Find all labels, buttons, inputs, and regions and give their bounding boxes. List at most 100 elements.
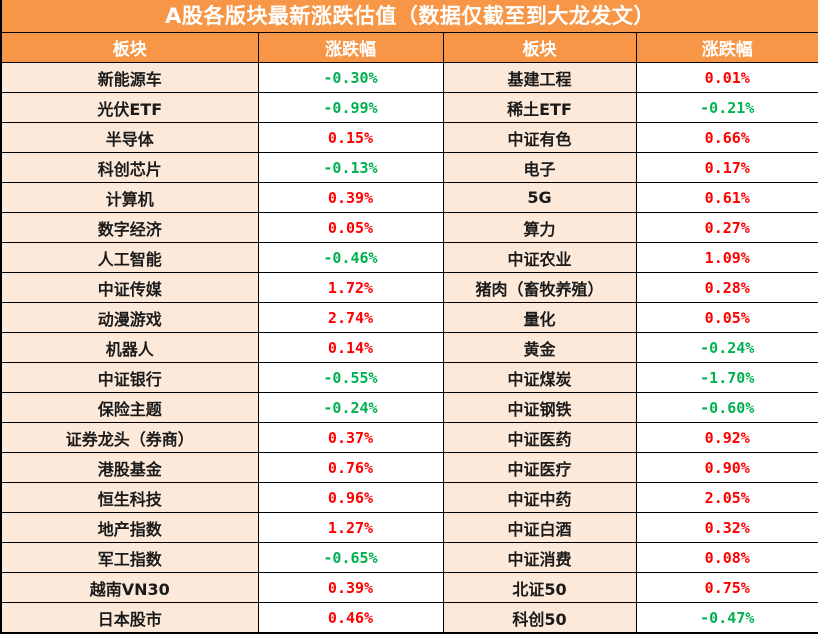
change-value-right: 0.66%: [635, 122, 818, 153]
table-row: 地产指数 1.27% 中证白酒 0.32%: [2, 512, 818, 543]
change-value-right: -0.47%: [635, 602, 818, 632]
change-value-left: 0.76%: [257, 452, 444, 483]
change-value-right: -0.21%: [635, 92, 818, 123]
change-value-right: 0.17%: [635, 152, 818, 183]
change-value-right: -0.60%: [635, 392, 818, 423]
sector-name-left: 军工指数: [2, 542, 259, 573]
sector-name-left: 机器人: [2, 332, 259, 363]
sector-name-left: 半导体: [2, 122, 259, 153]
sector-name-left: 计算机: [2, 182, 259, 213]
sector-name-left: 恒生科技: [2, 482, 259, 513]
sector-name-left: 越南VN30: [2, 572, 259, 603]
sector-name-left: 地产指数: [2, 512, 259, 543]
header-sector-right: 板块: [442, 33, 637, 63]
change-value-left: 1.72%: [257, 272, 444, 303]
table-row: 人工智能 -0.46% 中证农业 1.09%: [2, 242, 818, 273]
change-value-right: 0.75%: [635, 572, 818, 603]
sector-name-left: 数字经济: [2, 212, 259, 243]
header-row: 板块 涨跌幅 板块 涨跌幅: [2, 33, 818, 63]
change-value-right: 0.92%: [635, 422, 818, 453]
sector-name-right: 5G: [442, 182, 637, 213]
change-value-right: 0.28%: [635, 272, 818, 303]
change-value-right: 0.08%: [635, 542, 818, 573]
sector-name-right: 中证医药: [442, 422, 637, 453]
table-row: 恒生科技 0.96% 中证中药 2.05%: [2, 482, 818, 513]
change-value-left: 0.46%: [257, 602, 444, 632]
sector-name-right: 稀土ETF: [442, 92, 637, 123]
sector-name-right: 中证医疗: [442, 452, 637, 483]
sector-name-left: 港股基金: [2, 452, 259, 483]
sector-name-left: 日本股市: [2, 602, 259, 632]
change-value-right: 0.27%: [635, 212, 818, 243]
change-value-right: 0.90%: [635, 452, 818, 483]
table-row: 证券龙头（券商） 0.37% 中证医药 0.92%: [2, 422, 818, 453]
sector-name-right: 科创50: [442, 602, 637, 632]
change-value-right: 0.05%: [635, 302, 818, 333]
sector-name-left: 保险主题: [2, 392, 259, 423]
table-row: 保险主题 -0.24% 中证钢铁 -0.60%: [2, 392, 818, 423]
change-value-left: -0.55%: [257, 362, 444, 393]
sector-name-right: 电子: [442, 152, 637, 183]
sector-name-left: 科创芯片: [2, 152, 259, 183]
change-value-right: 0.61%: [635, 182, 818, 213]
table-row: 军工指数 -0.65% 中证消费 0.08%: [2, 542, 818, 573]
sector-name-left: 中证银行: [2, 362, 259, 393]
sector-name-right: 黄金: [442, 332, 637, 363]
table-row: 光伏ETF -0.99% 稀土ETF -0.21%: [2, 92, 818, 123]
table-row: 中证传媒 1.72% 猪肉（畜牧养殖） 0.28%: [2, 272, 818, 303]
sector-name-right: 北证50: [442, 572, 637, 603]
sector-name-right: 中证中药: [442, 482, 637, 513]
header-change-left: 涨跌幅: [257, 33, 444, 63]
sector-name-right: 中证有色: [442, 122, 637, 153]
change-value-right: 0.32%: [635, 512, 818, 543]
data-grid: 板块 涨跌幅 板块 涨跌幅 新能源车 -0.30% 基建工程 0.01% 光伏ETF -0…: [2, 33, 818, 632]
change-value-left: 0.96%: [257, 482, 444, 513]
change-value-left: 2.74%: [257, 302, 444, 333]
table-row: 日本股市 0.46% 科创50 -0.47%: [2, 602, 818, 632]
change-value-left: -0.99%: [257, 92, 444, 123]
header-change-right: 涨跌幅: [635, 33, 818, 63]
sector-name-right: 量化: [442, 302, 637, 333]
table-row: 科创芯片 -0.13% 电子 0.17%: [2, 152, 818, 183]
header-sector-left: 板块: [2, 33, 259, 63]
table-row: 计算机 0.39% 5G 0.61%: [2, 182, 818, 213]
sector-name-left: 光伏ETF: [2, 92, 259, 123]
table-row: 新能源车 -0.30% 基建工程 0.01%: [2, 62, 818, 93]
change-value-left: -0.30%: [257, 62, 444, 93]
table-title: A股各版块最新涨跌估值（数据仅截至到大龙发文）: [2, 0, 818, 33]
sector-name-left: 人工智能: [2, 242, 259, 273]
change-value-left: -0.24%: [257, 392, 444, 423]
sector-name-right: 基建工程: [442, 62, 637, 93]
change-value-left: 1.27%: [257, 512, 444, 543]
sector-name-left: 中证传媒: [2, 272, 259, 303]
change-value-left: 0.15%: [257, 122, 444, 153]
table-row: 动漫游戏 2.74% 量化 0.05%: [2, 302, 818, 333]
change-value-left: 0.05%: [257, 212, 444, 243]
change-value-left: -0.13%: [257, 152, 444, 183]
sector-name-right: 算力: [442, 212, 637, 243]
table-row: 越南VN30 0.39% 北证50 0.75%: [2, 572, 818, 603]
change-value-right: -0.24%: [635, 332, 818, 363]
sector-name-left: 新能源车: [2, 62, 259, 93]
sector-name-right: 中证白酒: [442, 512, 637, 543]
change-value-right: -1.70%: [635, 362, 818, 393]
change-value-left: 0.39%: [257, 182, 444, 213]
sector-name-right: 中证农业: [442, 242, 637, 273]
change-value-left: -0.46%: [257, 242, 444, 273]
sector-name-right: 中证煤炭: [442, 362, 637, 393]
change-value-left: 0.14%: [257, 332, 444, 363]
sector-name-left: 证券龙头（券商）: [2, 422, 259, 453]
sector-name-left: 动漫游戏: [2, 302, 259, 333]
change-value-left: 0.37%: [257, 422, 444, 453]
table-row: 中证银行 -0.55% 中证煤炭 -1.70%: [2, 362, 818, 393]
change-value-left: 0.39%: [257, 572, 444, 603]
sector-name-right: 中证消费: [442, 542, 637, 573]
change-value-right: 0.01%: [635, 62, 818, 93]
sector-name-right: 中证钢铁: [442, 392, 637, 423]
table-row: 机器人 0.14% 黄金 -0.24%: [2, 332, 818, 363]
table-row: 数字经济 0.05% 算力 0.27%: [2, 212, 818, 243]
change-value-left: -0.65%: [257, 542, 444, 573]
change-value-right: 2.05%: [635, 482, 818, 513]
table-row: 港股基金 0.76% 中证医疗 0.90%: [2, 452, 818, 483]
